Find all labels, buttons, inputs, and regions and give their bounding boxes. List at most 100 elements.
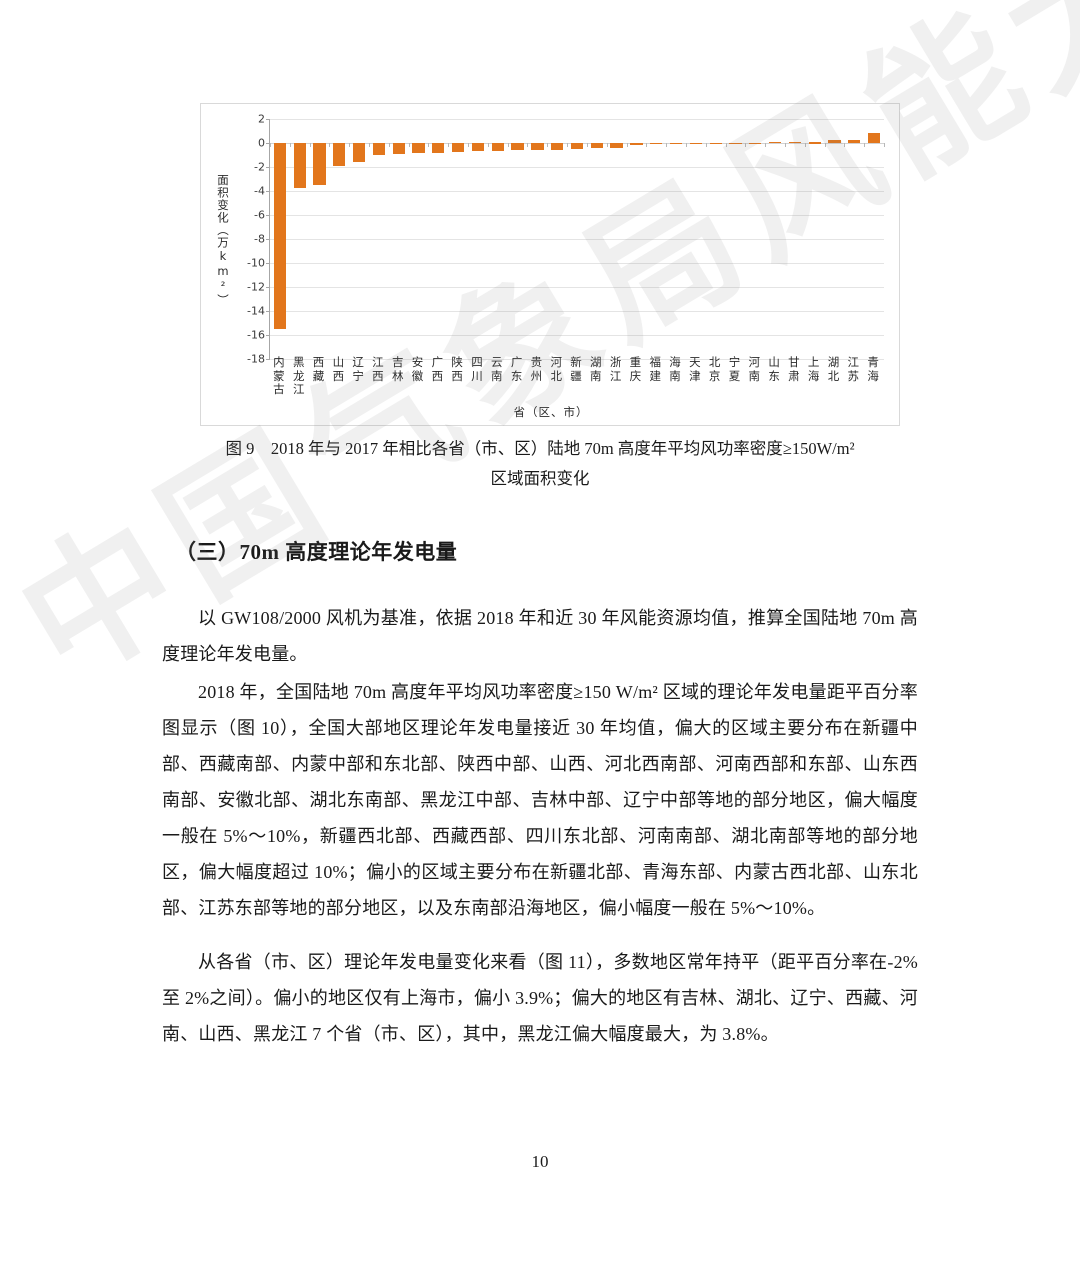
x-axis-tick-label: 河南 bbox=[748, 355, 761, 383]
bar bbox=[551, 143, 564, 150]
axis-tickmark bbox=[266, 359, 270, 360]
x-axis-tick-label: 安徽 bbox=[411, 355, 424, 383]
x-axis-tick-label: 青海 bbox=[867, 355, 879, 383]
x-axis-tickmark bbox=[784, 143, 786, 147]
axis-tickmark bbox=[266, 311, 270, 312]
x-axis-tickmark bbox=[745, 143, 747, 147]
gridline bbox=[270, 287, 884, 288]
section-heading: （三）70m 高度理论年发电量 bbox=[175, 540, 458, 564]
bar bbox=[669, 143, 683, 145]
x-axis-tick-label: 河北 bbox=[550, 355, 562, 383]
bar bbox=[293, 143, 306, 188]
y-axis-tick-label: -14 bbox=[247, 304, 265, 318]
x-axis-tick-label: 吉林 bbox=[391, 355, 404, 383]
x-axis-tick-label: 四川 bbox=[471, 355, 483, 383]
page-number: 10 bbox=[531, 1152, 549, 1171]
x-axis-tick-labels: 内蒙古 黑龙江 西藏 山西 辽宁 江西 吉林 安徽 广西 陕西 四川 云南 广东 贵州 河北 新疆 湖南 浙江 重庆… bbox=[269, 355, 883, 406]
axis-tickmark bbox=[266, 119, 270, 120]
y-axis-tick-label: -10 bbox=[247, 256, 265, 270]
y-axis-tick-label: -16 bbox=[247, 328, 265, 342]
x-axis-tickmark bbox=[428, 143, 430, 147]
bar bbox=[808, 142, 821, 144]
x-axis-tickmark bbox=[567, 143, 569, 147]
y-axis-tick-label: -4 bbox=[254, 184, 265, 198]
x-axis-tick-label: 湖北 bbox=[827, 355, 840, 383]
x-axis-tick-label: 湖南 bbox=[590, 355, 602, 383]
x-axis-tickmark bbox=[507, 143, 509, 147]
bar bbox=[352, 143, 366, 162]
axis-tickmark bbox=[266, 287, 270, 288]
bar bbox=[313, 143, 326, 185]
axis-tickmark bbox=[266, 143, 270, 144]
axis-tickmark bbox=[266, 215, 270, 216]
x-axis-tickmark bbox=[844, 143, 846, 147]
y-axis-tick-label: 2 bbox=[258, 112, 265, 126]
x-axis-tick-label: 陕西 bbox=[451, 355, 463, 383]
x-axis-tick-label: 云南 bbox=[491, 355, 503, 383]
bar bbox=[511, 143, 524, 151]
x-axis-tick-label: 甘肃 bbox=[788, 355, 800, 383]
x-axis-tick-label: 山西 bbox=[332, 355, 345, 383]
x-axis-tickmark bbox=[646, 143, 648, 147]
axis-tickmark bbox=[266, 335, 270, 336]
y-axis-tick-label: 0 bbox=[258, 136, 265, 150]
bar bbox=[491, 143, 504, 151]
x-axis-tickmark bbox=[388, 143, 390, 147]
gridline bbox=[270, 215, 884, 216]
x-axis-tick-label: 贵州 bbox=[530, 355, 543, 383]
gridline bbox=[270, 359, 884, 360]
axis-tickmark bbox=[266, 191, 270, 192]
bar bbox=[372, 143, 386, 155]
gridline bbox=[270, 191, 884, 192]
x-axis-tick-label: 新疆 bbox=[570, 355, 582, 383]
bar bbox=[630, 143, 643, 146]
axis-tickmark bbox=[266, 239, 270, 240]
bar bbox=[590, 143, 603, 149]
body-text: 以 GW108/2000 风机为基准，依据 2018 年和近 30 年风能资源均… bbox=[162, 600, 918, 1054]
gridline bbox=[270, 311, 884, 312]
x-axis-tickmark bbox=[586, 143, 588, 147]
figure-caption: 图 9 2018 年与 2017 年相比各省（市、区）陆地 70m 高度年平均风… bbox=[160, 434, 920, 494]
x-axis-tick-label: 北京 bbox=[708, 355, 721, 383]
bar bbox=[788, 141, 801, 143]
bar bbox=[848, 140, 861, 143]
x-axis-tick-label: 上海 bbox=[807, 355, 820, 383]
x-axis-tickmark bbox=[527, 143, 529, 147]
x-axis-tickmark bbox=[824, 143, 826, 147]
plot-area bbox=[266, 119, 885, 360]
gridline bbox=[270, 263, 884, 264]
x-axis-tickmark bbox=[626, 143, 628, 147]
bar bbox=[650, 143, 663, 145]
bar bbox=[749, 143, 762, 145]
x-axis-title: 省（区、市） bbox=[513, 405, 589, 419]
x-axis-tick-label: 江西 bbox=[372, 355, 384, 383]
bar bbox=[432, 143, 445, 153]
x-axis-tickmark bbox=[765, 143, 767, 147]
bar bbox=[392, 143, 405, 155]
x-axis-tickmark bbox=[349, 143, 351, 147]
y-axis-tick-label: -2 bbox=[254, 160, 265, 174]
bar-series bbox=[270, 119, 885, 359]
bar bbox=[729, 143, 742, 145]
bar-chart: 面积变化（万km²） 2 0 -2 -4 -6 -8 -10 -12 -14 -16 -18 内蒙古… bbox=[201, 104, 901, 427]
y-axis-tick-label: -12 bbox=[247, 280, 265, 294]
bar bbox=[333, 143, 346, 166]
y-axis-tick-label: -18 bbox=[247, 352, 265, 366]
x-axis-tick-label: 西藏 bbox=[312, 355, 325, 383]
bar bbox=[471, 143, 485, 152]
axis-tickmark bbox=[266, 167, 270, 168]
bar bbox=[412, 143, 425, 154]
x-axis-tickmark bbox=[884, 143, 885, 147]
x-axis-tickmark bbox=[606, 143, 608, 147]
x-axis-tickmark bbox=[309, 143, 311, 147]
paragraph: 以 GW108/2000 风机为基准，依据 2018 年和近 30 年风能资源均… bbox=[162, 608, 918, 664]
x-axis-tickmark bbox=[408, 143, 410, 147]
figure-caption-line-1: 图 9 2018 年与 2017 年相比各省（市、区）陆地 70m 高度年平均风… bbox=[225, 439, 855, 458]
figure-caption-line-2: 区域面积变化 bbox=[490, 469, 590, 488]
bar bbox=[610, 143, 623, 148]
paragraph: 从各省（市、区）理论年发电量变化来看（图 11），多数地区常年持平（距平百分率在… bbox=[162, 952, 918, 1044]
bar bbox=[689, 143, 702, 145]
x-axis-tick-label: 黑龙江 bbox=[292, 355, 305, 396]
x-axis-tickmark bbox=[864, 143, 866, 147]
x-axis-tick-label: 海南 bbox=[669, 355, 681, 383]
